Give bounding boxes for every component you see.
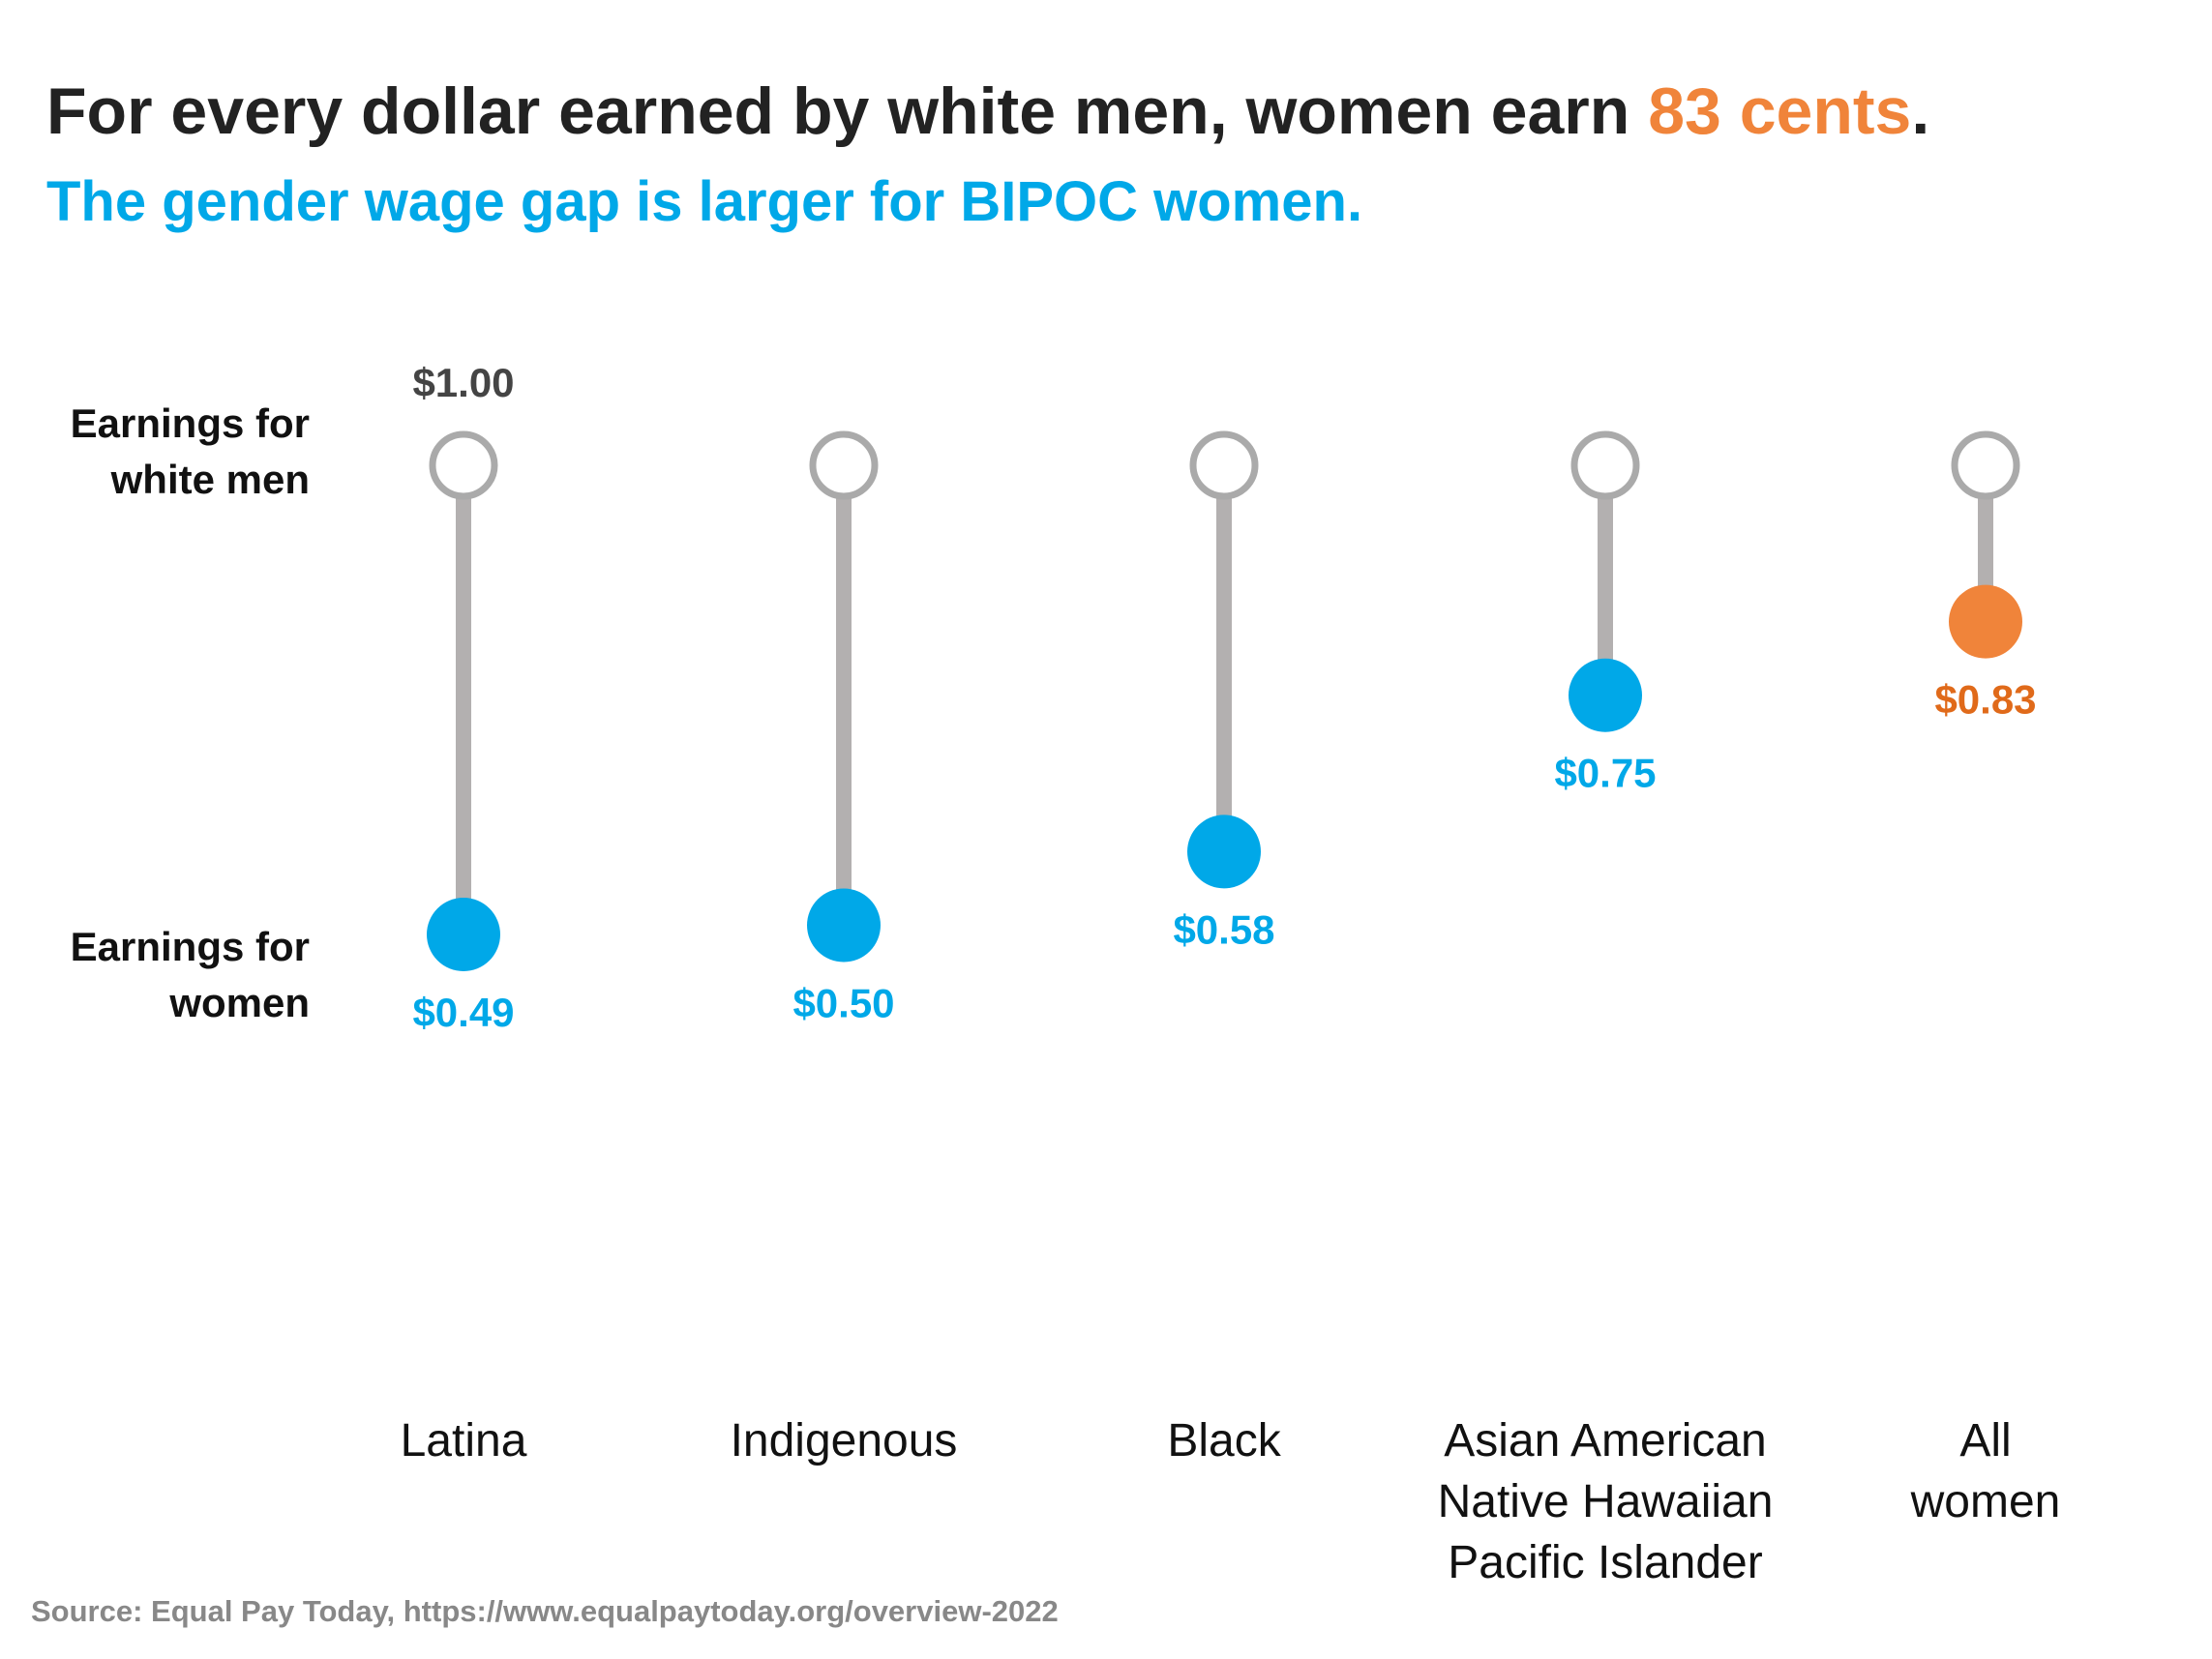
title-prefix: For every dollar earned by white men, wo… xyxy=(46,74,1648,148)
reference-point-marker xyxy=(1951,430,2020,500)
category-labels: Latina Indigenous Black Asian American Nativ… xyxy=(401,1415,2061,1588)
women-earnings-label: $0.58 xyxy=(1173,906,1274,952)
women-earnings-label: $0.49 xyxy=(412,990,514,1035)
women-earnings-label: $0.50 xyxy=(792,980,894,1025)
row-label-bottom-line: Earnings for xyxy=(71,924,310,969)
chart-marks: $0.49 $0.50 $0.58 $0.75 $0.83 $1.00 xyxy=(412,360,2036,1035)
category-label-line: women xyxy=(1910,1476,2061,1527)
women-earnings-label: $0.83 xyxy=(1934,677,2036,723)
title-suffix: . xyxy=(1911,74,1929,148)
women-earnings-label: $0.75 xyxy=(1554,751,1656,796)
chart-subtitle: The gender wage gap is larger for BIPOC … xyxy=(46,170,1362,233)
women-earnings-point xyxy=(1949,584,2022,659)
source-note: Source: Equal Pay Today, https://www.equ… xyxy=(31,1594,1059,1628)
reference-point-marker xyxy=(1189,430,1259,500)
women-earnings-point xyxy=(1569,658,1642,732)
title-highlight: 83 cents xyxy=(1648,74,1911,148)
women-earnings-point xyxy=(427,898,500,971)
row-label-top-line: Earnings for xyxy=(71,400,310,446)
women-earnings-point xyxy=(1187,815,1261,889)
category-label-line: Black xyxy=(1167,1415,1281,1466)
category-label-line: All xyxy=(1959,1415,2011,1466)
category-label-line: Pacific Islander xyxy=(1448,1537,1762,1588)
reference-point-marker xyxy=(429,430,498,500)
category-label-line: Latina xyxy=(401,1415,527,1466)
reference-value-label: $1.00 xyxy=(412,360,514,405)
category-label-line: Asian American xyxy=(1444,1415,1767,1466)
reference-point-marker xyxy=(1570,430,1640,500)
row-label-top-line: white men xyxy=(110,457,310,502)
chart-title: For every dollar earned by white men, wo… xyxy=(46,74,1929,148)
reference-point-marker xyxy=(809,430,879,500)
row-label-bottom-line: women xyxy=(168,980,310,1025)
category-label-line: Indigenous xyxy=(731,1415,958,1466)
women-earnings-point xyxy=(807,888,881,963)
category-label-line: Native Hawaiian xyxy=(1438,1476,1774,1527)
row-labels: Earnings for white men Earnings for women xyxy=(71,400,310,1025)
